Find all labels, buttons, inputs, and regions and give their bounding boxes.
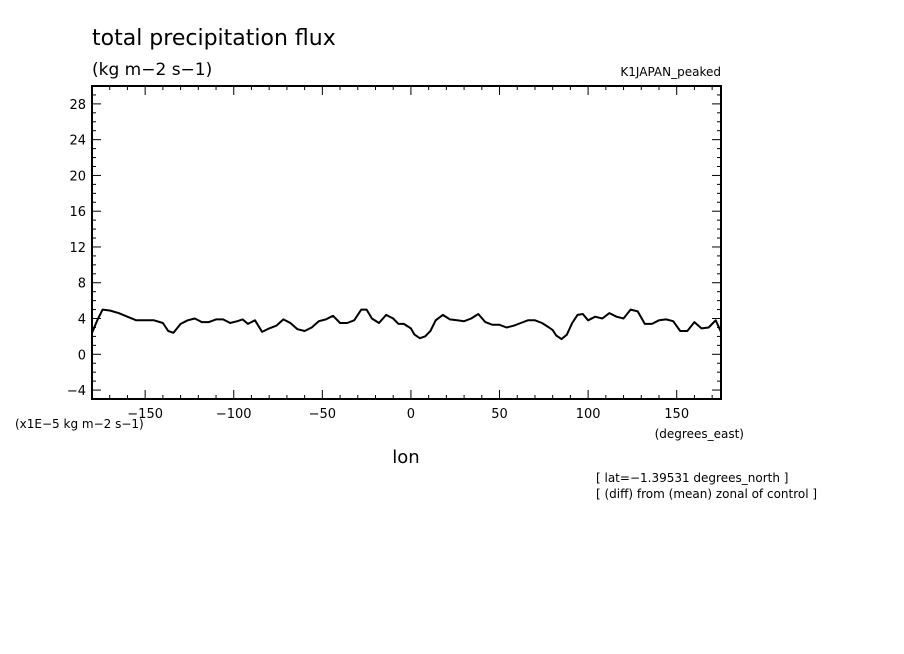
y-tick-label: 0	[78, 348, 86, 363]
x-tick-label: −150	[127, 407, 163, 422]
y-tick-label: 28	[69, 98, 86, 113]
x-tick-label: 100	[576, 407, 601, 422]
x-axis-title: lon	[392, 447, 419, 468]
x-units-label: (degrees_east)	[655, 427, 744, 441]
x-tick-label: 0	[407, 407, 415, 422]
series-line	[91, 308, 722, 341]
diff-note: [ (diff) from (mean) zonal of control ]	[596, 487, 817, 501]
x-tick-label: 50	[491, 407, 508, 422]
x-tick-label: 150	[664, 407, 689, 422]
chart-title: total precipitation flux	[92, 26, 336, 51]
plot-frame	[91, 85, 722, 400]
x-tick-label: −100	[216, 407, 252, 422]
y-tick-label: −4	[67, 384, 86, 399]
x-tick-label: −50	[309, 407, 336, 422]
y-tick-label: 8	[78, 277, 86, 292]
x-axis-ticks: −150 −100 −50 0 50 100 150	[91, 86, 713, 422]
y-tick-label: 20	[69, 169, 86, 184]
y-tick-label: 24	[69, 134, 86, 149]
y-axis-ticks: −4 0 4 8 12 16 20 24 28	[67, 85, 721, 400]
chart-units-subtitle: (kg m−2 s−1)	[92, 60, 212, 80]
y-tick-label: 4	[78, 313, 86, 328]
y-tick-label: 16	[69, 205, 86, 220]
y-tick-label: 12	[69, 241, 86, 256]
y-scale-label: (x1E−5 kg m−2 s−1)	[15, 417, 144, 431]
latitude-note: [ lat=−1.39531 degrees_north ]	[596, 471, 788, 485]
experiment-label: K1JAPAN_peaked	[620, 65, 721, 79]
